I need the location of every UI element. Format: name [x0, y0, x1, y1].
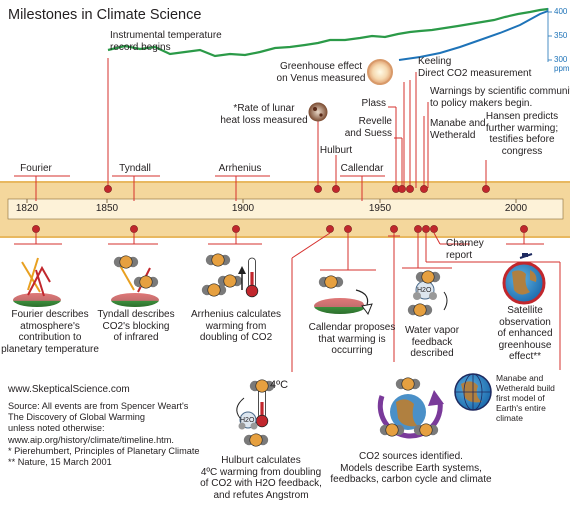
event-instrumental-record: Instrumental temperature record begins	[110, 30, 222, 53]
co2-axis	[547, 8, 552, 62]
satellite-globe-icon	[502, 253, 546, 305]
lower-fourier: Fourier describes atmosphere's contribut…	[1, 309, 99, 355]
arrhenius-icon	[201, 253, 259, 298]
lower-tyndall: Tyndall describes CO2's blocking of infr…	[97, 309, 175, 343]
event-venus-greenhouse: Greenhouse effect on Venus measured	[276, 61, 366, 84]
venus-icon	[367, 59, 393, 85]
co2-axis-unit: ppm	[554, 64, 570, 73]
lower-water-vapor: Water vapor feedback described	[404, 325, 460, 359]
co2-tick-350: 350	[554, 31, 568, 40]
upper-markers	[104, 185, 490, 193]
lower-arrhenius: Arrhenius calculates warming from doubli…	[190, 309, 282, 343]
lower-hulburt: Hulburt calculates 4ºC warming from doub…	[200, 455, 322, 501]
event-hulburt: Hulburt	[319, 145, 353, 156]
lower-satellite: Satellite observation of enhanced greenh…	[497, 305, 553, 362]
year-ticks	[26, 199, 517, 203]
event-callendar: Callendar	[340, 163, 384, 174]
year-label-2000: 2000	[504, 203, 528, 214]
lower-leaders	[14, 232, 561, 372]
tyndall-co2-icon	[111, 255, 159, 307]
event-hansen: Hansen predicts further warming; testifi…	[485, 111, 559, 157]
four-degrees-label: 4ºC	[270, 379, 289, 391]
lower-callendar: Callendar proposes that warming is occur…	[308, 322, 396, 356]
co2-tick-300: 300	[554, 55, 568, 64]
event-lunar-heat-loss: *Rate of lunar heat loss measured	[220, 103, 308, 126]
moon-icon	[308, 102, 328, 122]
year-label-1850: 1850	[95, 203, 119, 214]
lower-co2-sources: CO2 sources identified. Models describe …	[330, 451, 492, 485]
co2-keeling-line	[398, 10, 549, 61]
event-arrhenius: Arrhenius	[218, 163, 262, 174]
manabe-model-globe-icon	[454, 373, 492, 411]
temperature-record-line	[107, 7, 549, 58]
co2-tick-400: 400	[554, 7, 568, 16]
year-label-1900: 1900	[231, 203, 255, 214]
hulburt-h2o-label: H2O	[240, 417, 255, 424]
fourier-greenhouse-icon	[13, 257, 61, 307]
event-tyndall: Tyndall	[119, 163, 151, 174]
figure-title: Milestones in Climate Science	[8, 7, 202, 23]
year-label-1820: 1820	[15, 203, 39, 214]
year-label-1950: 1950	[368, 203, 392, 214]
water-vapor-icon	[407, 270, 448, 317]
carbon-cycle-icon	[377, 377, 444, 439]
lower-manabe-model: Manabe and Wetherald build first model o…	[496, 373, 555, 423]
event-scientific-warnings: Warnings by scientific community to poli…	[430, 86, 570, 109]
source-note: Source: All events are from Spencer Wear…	[8, 401, 200, 468]
event-keeling: Keeling Direct CO2 measurement	[418, 56, 532, 79]
callendar-icon	[314, 275, 373, 316]
event-fourier: Fourier	[20, 163, 52, 174]
event-revelle-suess: Revelle and Suess	[344, 116, 392, 139]
water-vapor-h2o-label: H2O	[417, 287, 432, 294]
event-plass: Plass	[361, 98, 386, 109]
event-manabe-wetherald: Manabe and Wetherald	[430, 118, 486, 141]
lower-charney-report: Charney report	[446, 238, 484, 261]
upper-leaders	[14, 58, 487, 201]
hulburt-icon	[236, 379, 275, 447]
lower-markers	[32, 225, 528, 233]
timeline-bar	[7, 198, 564, 220]
source-website: www.SkepticalScience.com	[8, 384, 130, 395]
